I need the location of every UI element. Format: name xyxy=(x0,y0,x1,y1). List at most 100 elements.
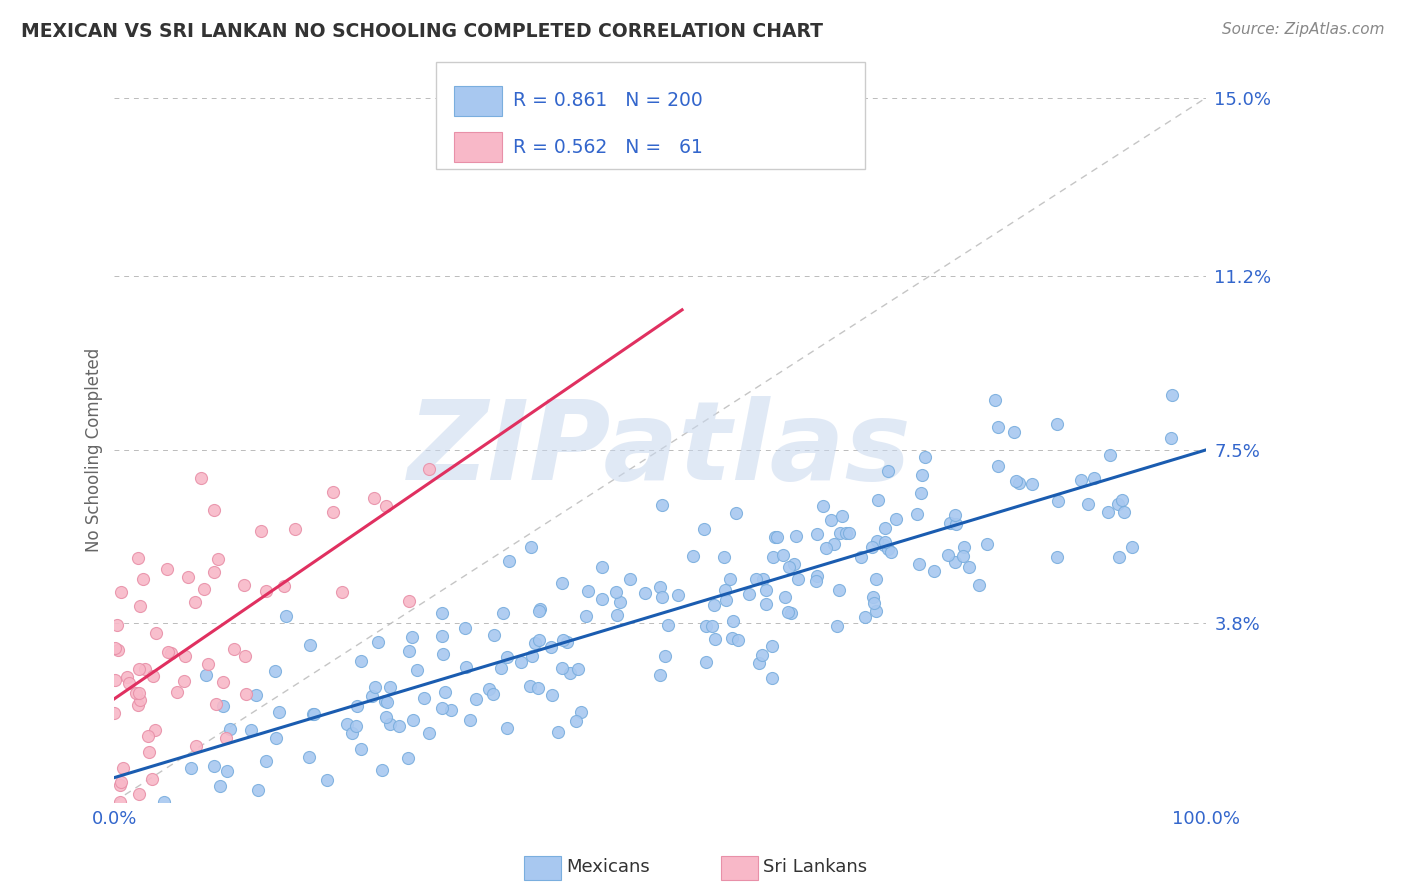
Point xyxy=(873,537,896,551)
Point xyxy=(865,572,887,586)
Point xyxy=(953,540,976,554)
Point xyxy=(1112,505,1135,519)
Point xyxy=(156,561,179,575)
Point xyxy=(520,541,543,555)
Point xyxy=(413,690,436,705)
Point xyxy=(838,525,860,540)
Point xyxy=(363,681,385,695)
Point xyxy=(825,619,848,633)
Point xyxy=(336,716,359,731)
Point xyxy=(143,723,166,738)
Point xyxy=(704,632,727,647)
Point xyxy=(304,706,326,721)
Point xyxy=(245,688,267,702)
Point xyxy=(1160,431,1182,445)
Point xyxy=(190,471,212,485)
Point xyxy=(254,754,277,768)
Point xyxy=(112,761,135,775)
Point xyxy=(152,795,174,809)
Point xyxy=(432,607,454,621)
Point xyxy=(269,705,291,719)
Point xyxy=(174,648,197,663)
Point xyxy=(298,749,321,764)
Point xyxy=(128,599,150,614)
Point xyxy=(142,669,165,683)
Point xyxy=(551,575,574,590)
Point xyxy=(860,541,883,555)
Point xyxy=(1121,541,1143,555)
Point xyxy=(914,450,936,465)
Point xyxy=(371,764,394,778)
Point xyxy=(762,550,785,565)
Point xyxy=(609,595,631,609)
Point xyxy=(987,458,1010,473)
Point xyxy=(127,551,149,566)
Point xyxy=(1098,449,1121,463)
Point xyxy=(806,527,828,541)
Point xyxy=(763,530,786,544)
Point xyxy=(156,645,179,659)
Point xyxy=(755,597,778,611)
Point xyxy=(1021,477,1043,491)
Point xyxy=(322,484,344,499)
Point xyxy=(193,582,215,596)
Point xyxy=(166,685,188,699)
Point xyxy=(520,648,543,663)
Point xyxy=(695,618,717,632)
Point xyxy=(430,629,453,643)
Point xyxy=(779,607,801,621)
Point xyxy=(1045,549,1067,564)
Point xyxy=(103,706,125,721)
Point xyxy=(510,655,533,669)
Point xyxy=(718,573,741,587)
Point xyxy=(806,568,828,582)
Point xyxy=(823,537,845,551)
Point xyxy=(104,673,127,687)
Point xyxy=(402,714,425,728)
Point xyxy=(783,557,806,571)
Point xyxy=(458,713,481,727)
Point xyxy=(806,574,828,589)
Point xyxy=(177,570,200,584)
Point xyxy=(555,634,578,648)
Point xyxy=(785,529,807,543)
Text: R = 0.861   N = 200: R = 0.861 N = 200 xyxy=(513,91,703,111)
Point xyxy=(160,646,183,660)
Point xyxy=(1111,492,1133,507)
Text: ZIPatlas: ZIPatlas xyxy=(408,396,912,503)
Point xyxy=(219,722,242,736)
Point xyxy=(873,521,896,535)
Point xyxy=(849,549,872,564)
Y-axis label: No Schooling Completed: No Schooling Completed xyxy=(86,348,103,552)
Point xyxy=(936,549,959,563)
Point xyxy=(541,688,564,702)
Point xyxy=(761,671,783,685)
Point xyxy=(202,758,225,772)
Point xyxy=(378,717,401,731)
Point xyxy=(866,534,889,549)
Point xyxy=(910,486,932,500)
Point xyxy=(496,721,519,735)
Text: Mexicans: Mexicans xyxy=(567,858,651,876)
Point xyxy=(478,681,501,696)
Point xyxy=(129,693,152,707)
Point xyxy=(108,778,131,792)
Point xyxy=(482,628,505,642)
Point xyxy=(482,687,505,701)
Point xyxy=(322,505,344,519)
Point xyxy=(401,630,423,644)
Point xyxy=(576,583,599,598)
Point xyxy=(567,662,589,676)
Point xyxy=(204,698,226,712)
Point xyxy=(180,761,202,775)
Point xyxy=(827,582,849,597)
Point xyxy=(110,585,132,599)
Point xyxy=(835,526,858,541)
Point xyxy=(367,634,389,648)
Point xyxy=(489,661,512,675)
Point xyxy=(298,638,321,652)
Point xyxy=(361,689,384,703)
Point xyxy=(943,554,966,568)
Point xyxy=(396,750,419,764)
Point xyxy=(330,584,353,599)
